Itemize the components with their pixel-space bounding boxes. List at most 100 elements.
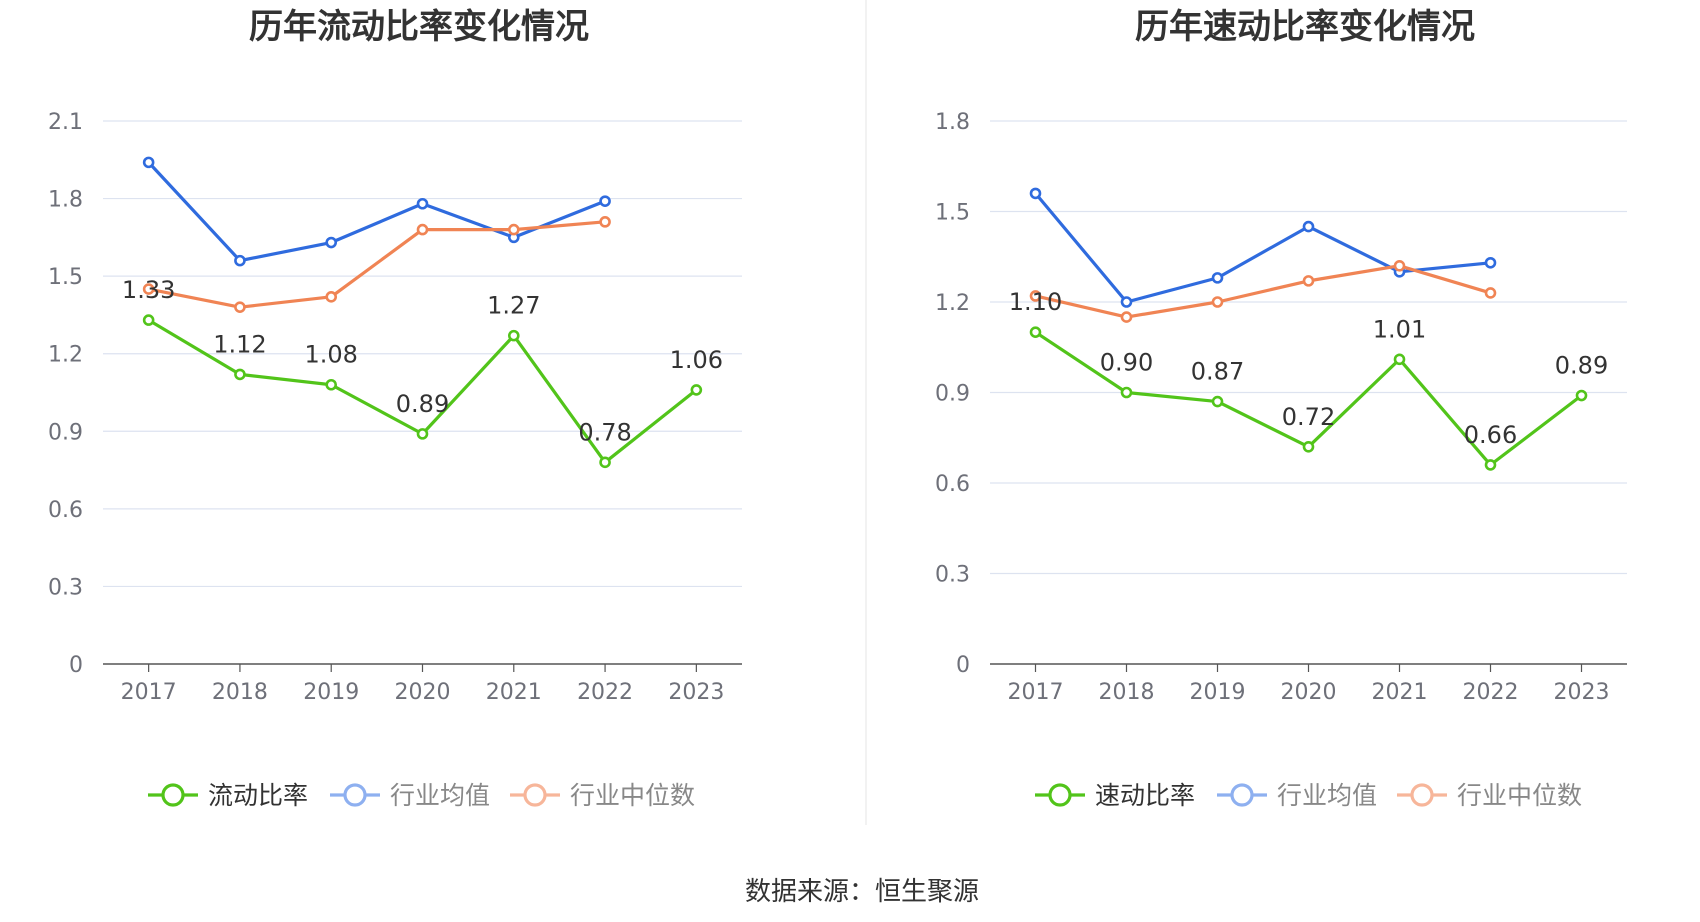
data-point-median xyxy=(507,223,520,236)
data-point-primary xyxy=(234,368,246,381)
data-point-average xyxy=(325,236,338,249)
y-tick-label: 0 xyxy=(956,653,970,678)
legend-label: 行业中位数 xyxy=(1457,781,1582,810)
data-point-median xyxy=(1484,287,1497,299)
legend-item-median[interactable]: 行业中位数 xyxy=(510,781,695,810)
data-point-average xyxy=(416,197,429,210)
legend-label: 行业均值 xyxy=(1277,781,1377,810)
data-point-primary xyxy=(142,314,155,326)
data-point-primary xyxy=(1211,395,1224,408)
legend-label: 行业中位数 xyxy=(570,781,695,810)
legend-marker xyxy=(1410,783,1434,807)
data-point-primary xyxy=(599,456,611,469)
legend-marker xyxy=(161,783,185,807)
data-label: 1.10 xyxy=(1009,288,1062,316)
data-point-median xyxy=(1393,259,1406,272)
x-tick-label: 2018 xyxy=(212,680,268,705)
chart-title: 历年速动比率变化情况 xyxy=(1135,7,1475,47)
legend-item-median[interactable]: 行业中位数 xyxy=(1397,781,1582,810)
data-point-median xyxy=(234,301,246,313)
data-point-average xyxy=(1029,187,1042,200)
y-tick-label: 2.1 xyxy=(48,110,83,135)
x-tick-label: 2017 xyxy=(1008,680,1064,705)
data-point-average xyxy=(1484,256,1497,269)
data-label: 0.87 xyxy=(1191,358,1244,386)
data-point-average xyxy=(599,195,611,207)
y-tick-label: 0.3 xyxy=(935,563,970,588)
data-point-median xyxy=(1120,311,1133,323)
series-line-median xyxy=(1035,264,1491,319)
data-point-median xyxy=(325,291,338,303)
data-point-primary xyxy=(1575,389,1588,402)
data-label: 1.06 xyxy=(670,346,723,374)
y-tick-label: 1.2 xyxy=(48,343,83,368)
x-tick-label: 2019 xyxy=(1190,680,1246,705)
data-label: 0.89 xyxy=(396,390,449,418)
x-tick-label: 2018 xyxy=(1099,680,1155,705)
data-label: 1.12 xyxy=(213,330,266,358)
legend-marker xyxy=(523,783,547,807)
y-tick-label: 0.6 xyxy=(48,498,83,523)
data-label: 1.33 xyxy=(122,276,175,304)
data-point-median xyxy=(1211,296,1224,308)
data-point-median xyxy=(142,283,155,295)
legend-marker xyxy=(1230,783,1254,807)
data-label: 0.78 xyxy=(578,418,631,446)
legend-item-average[interactable]: 行业均值 xyxy=(1217,781,1377,810)
current-ratio-chart: 历年流动比率变化情况 0 0.3 0.6 0.9 1.2 1.5 1.8 2.1 2017 2018… xyxy=(48,7,742,810)
data-point-median xyxy=(1302,275,1315,287)
data-point-average xyxy=(234,254,246,267)
y-tick-label: 1.5 xyxy=(935,201,970,226)
x-tick-label: 2023 xyxy=(668,680,724,705)
data-point-primary xyxy=(1484,459,1497,471)
y-tick-label: 1.2 xyxy=(935,291,970,316)
data-point-median xyxy=(416,223,429,236)
y-tick-label: 1.5 xyxy=(48,265,83,290)
legend-marker xyxy=(343,783,367,807)
data-point-average xyxy=(1120,296,1133,308)
legend-label: 流动比率 xyxy=(208,781,308,810)
y-tick-label: 1.8 xyxy=(48,188,83,213)
quick-ratio-chart: 历年速动比率变化情况 0 0.3 0.6 0.9 1.2 1.5 1.8 2017 2018 201… xyxy=(935,7,1627,810)
data-point-primary xyxy=(325,378,338,391)
data-point-primary xyxy=(1120,386,1133,399)
data-source-caption: 数据来源：恒生聚源 xyxy=(745,877,979,907)
legend-label: 行业均值 xyxy=(390,781,490,810)
legend-label: 速动比率 xyxy=(1095,781,1195,810)
legend-item-average[interactable]: 行业均值 xyxy=(330,781,490,810)
data-point-primary xyxy=(1302,440,1315,453)
legend-item-primary[interactable]: 流动比率 xyxy=(148,781,308,810)
data-point-primary xyxy=(1029,326,1042,338)
x-tick-label: 2023 xyxy=(1554,680,1610,705)
x-tick-label: 2021 xyxy=(1372,680,1428,705)
y-tick-label: 0.3 xyxy=(48,575,83,600)
y-tick-label: 0.9 xyxy=(935,382,970,407)
legend-marker xyxy=(1048,783,1072,807)
x-tick-label: 2017 xyxy=(121,680,177,705)
chart-title: 历年流动比率变化情况 xyxy=(249,7,589,47)
data-point-average xyxy=(1211,272,1224,284)
legend-item-primary[interactable]: 速动比率 xyxy=(1035,781,1195,810)
x-tick-label: 2021 xyxy=(486,680,542,705)
data-label: 0.90 xyxy=(1100,349,1153,377)
x-tick-label: 2020 xyxy=(1281,680,1337,705)
data-point-primary xyxy=(1393,353,1406,366)
data-point-primary xyxy=(507,329,520,342)
y-tick-label: 0.6 xyxy=(935,472,970,497)
data-label: 1.01 xyxy=(1373,315,1426,343)
x-tick-label: 2022 xyxy=(1463,680,1519,705)
data-point-median xyxy=(599,216,611,228)
data-point-average xyxy=(1302,220,1315,233)
y-tick-label: 1.8 xyxy=(935,110,970,135)
data-label: 0.66 xyxy=(1464,421,1517,449)
series-line-median xyxy=(148,220,606,309)
series-line-average xyxy=(147,161,606,263)
y-tick-label: 0.9 xyxy=(48,420,83,445)
x-tick-label: 2020 xyxy=(395,680,451,705)
data-label: 0.72 xyxy=(1282,403,1335,431)
data-point-primary xyxy=(690,384,703,396)
data-label: 1.27 xyxy=(487,292,540,320)
series-line-average xyxy=(1034,192,1491,304)
